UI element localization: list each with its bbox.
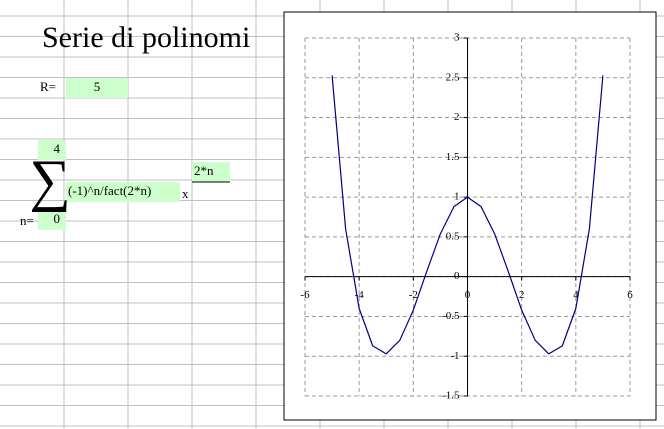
cell bbox=[66, 182, 180, 202]
label: R= bbox=[40, 79, 56, 94]
x-tick-label: 4 bbox=[573, 289, 579, 301]
formula: 2*n bbox=[194, 163, 214, 178]
line bbox=[331, 75, 604, 355]
value: 0 bbox=[54, 211, 61, 226]
y-tick-label: -0.5 bbox=[442, 310, 460, 322]
sheet-title: Serie di polinomi bbox=[42, 21, 250, 54]
formula: (-1)^n/fact(2*n) bbox=[68, 183, 151, 198]
value: 4 bbox=[54, 141, 61, 156]
y-tick-label: 1.5 bbox=[446, 151, 460, 163]
label: x bbox=[182, 186, 189, 201]
y-tick-label: 1 bbox=[454, 191, 460, 203]
y-tick-label: -1 bbox=[450, 350, 459, 362]
y-tick-label: 3 bbox=[454, 32, 460, 44]
chart-frame bbox=[283, 11, 657, 421]
y-tick-label: 0.5 bbox=[446, 230, 460, 242]
y-tick-label: -1.5 bbox=[442, 390, 460, 402]
sigma: ∑ bbox=[29, 147, 70, 212]
x-tick-label: -2 bbox=[409, 289, 418, 301]
label: n= bbox=[20, 213, 34, 228]
x-tick-label: -4 bbox=[355, 289, 365, 301]
x-tick-label: -6 bbox=[300, 289, 310, 301]
x-tick-label: 2 bbox=[519, 289, 525, 301]
x-tick-label: 6 bbox=[627, 289, 633, 301]
y-tick-label: 2.5 bbox=[446, 71, 460, 83]
cell bbox=[192, 162, 230, 182]
chart: -6-4-20246-1.5-1-0.500.511.522.53 bbox=[300, 32, 633, 402]
value: 5 bbox=[94, 79, 101, 94]
y-tick-label: 2 bbox=[454, 111, 460, 123]
cell bbox=[38, 210, 66, 230]
cell bbox=[66, 78, 128, 98]
cell bbox=[38, 140, 66, 160]
